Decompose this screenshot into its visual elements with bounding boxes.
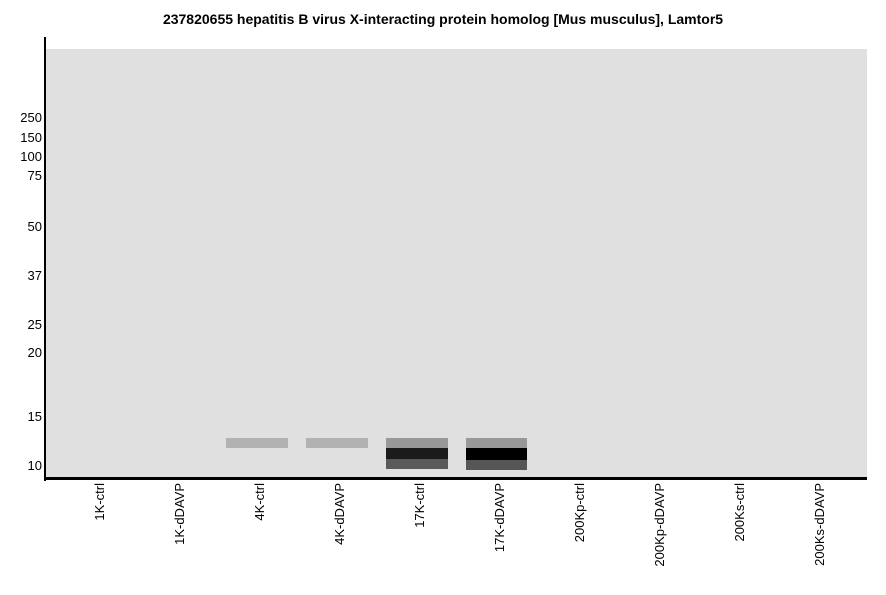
lane-label: 17K-ctrl <box>412 483 427 528</box>
gel-band <box>226 438 288 448</box>
gel-band <box>466 460 527 470</box>
y-axis-line <box>44 37 46 481</box>
lane-label: 200Ks-dDAVP <box>812 483 827 566</box>
y-axis-marker-label: 25 <box>27 317 42 332</box>
lane-label: 200Kp-ctrl <box>572 483 587 543</box>
gel-band <box>386 459 448 469</box>
gel-band <box>386 448 448 459</box>
gel-band <box>386 438 448 448</box>
y-axis-marker-label: 75 <box>27 168 42 183</box>
lane-label: 4K-dDAVP <box>332 483 347 545</box>
lane-label: 1K-dDAVP <box>172 483 187 545</box>
y-axis-marker-label: 100 <box>20 149 42 164</box>
x-axis-line <box>44 477 867 480</box>
lane-label: 17K-dDAVP <box>492 483 507 553</box>
lane-label: 200Kp-dDAVP <box>652 483 667 567</box>
y-axis-marker-label: 10 <box>27 458 42 473</box>
y-axis-marker-label: 150 <box>20 130 42 145</box>
gel-band <box>466 438 527 448</box>
plot-area <box>46 49 867 477</box>
lane-label: 1K-ctrl <box>92 483 107 521</box>
y-axis-marker-label: 37 <box>27 268 42 283</box>
y-axis-marker-label: 20 <box>27 345 42 360</box>
lane-label: 200Ks-ctrl <box>732 483 747 542</box>
lane-label: 4K-ctrl <box>252 483 267 521</box>
y-axis-marker-label: 15 <box>27 409 42 424</box>
chart-title: 237820655 hepatitis B virus X-interactin… <box>162 11 724 27</box>
y-axis-marker-label: 50 <box>27 219 42 234</box>
gel-band <box>306 438 368 448</box>
gel-band <box>466 448 527 460</box>
y-axis-marker-label: 250 <box>20 110 42 125</box>
